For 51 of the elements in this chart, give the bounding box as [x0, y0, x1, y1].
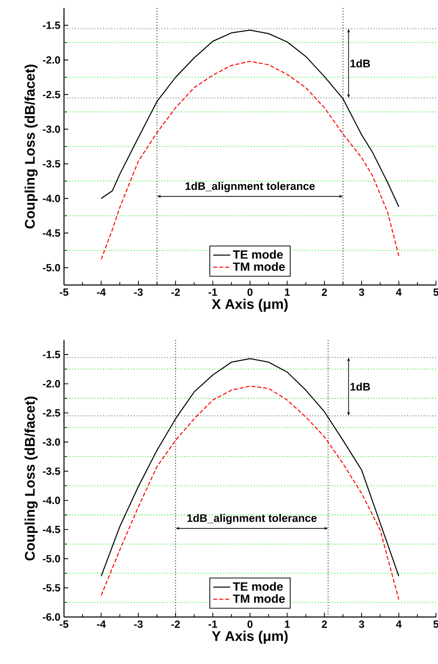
annotation: 1dB_alignment tolerance	[187, 514, 317, 524]
legend-label: TM mode	[232, 262, 285, 271]
y-axis-title: Coupling Loss (dB/facet)	[24, 64, 38, 228]
legend-label: TE mode	[232, 582, 283, 591]
y-tick-label: -2.5	[42, 409, 60, 417]
x-tick-label: 2	[322, 288, 327, 296]
y-axis-title: Coupling Loss (dB/facet)	[24, 396, 38, 560]
x-tick-label: 4	[396, 620, 402, 628]
x-tick-label: 0	[248, 620, 252, 628]
y-tick-label: -4.5	[42, 526, 60, 534]
annotation: 1dB	[350, 59, 370, 68]
y-tick-label: -1.5	[42, 350, 60, 358]
x-tick-label: 3	[358, 288, 364, 296]
y-tick-label: -3.5	[42, 160, 60, 168]
x-tick-label: 2	[322, 620, 327, 628]
x-tick-label: -3	[134, 620, 143, 628]
x-tick-label: -3	[134, 288, 143, 296]
legend-label: TM mode	[232, 594, 285, 603]
y-tick-label: -3.0	[42, 125, 60, 133]
y-tick-label: -4.0	[42, 496, 60, 504]
annotation: 1dB	[350, 382, 370, 391]
y-tick-label: -4.0	[42, 194, 60, 202]
x-tick-label: -2	[171, 288, 180, 296]
x-tick-label: -4	[96, 620, 106, 628]
annotation: 1dB_alignment tolerance	[186, 182, 315, 192]
x-tick-label: -1	[208, 620, 218, 628]
x-axis-title: X Axis (μm)	[212, 298, 288, 312]
x-tick-label: 1	[284, 288, 290, 296]
y-tick-label: -2.0	[42, 380, 60, 388]
x-tick-label: -4	[96, 288, 106, 296]
legend-label: TE mode	[232, 250, 283, 259]
line-series	[100, 60, 400, 260]
x-tick-label: -5	[60, 620, 68, 628]
y-tick-label: -3.0	[42, 438, 60, 446]
x-tick-label: 0	[248, 288, 252, 296]
y-tick-label: -6.0	[42, 613, 60, 621]
x-tick-label: -2	[171, 620, 180, 628]
x-tick-label: -1	[208, 288, 218, 296]
y-tick-label: -2.5	[42, 90, 60, 98]
x-tick-label: 1	[284, 620, 290, 628]
y-tick-label: -4.5	[42, 229, 60, 237]
x-tick-label: 3	[358, 620, 364, 628]
y-tick-label: -3.5	[42, 468, 60, 475]
y-tick-label: -2.0	[42, 56, 60, 64]
y-tick-label: -5.5	[42, 584, 60, 592]
y-tick-label: -5.0	[42, 554, 60, 562]
x-tick-label: 4	[396, 288, 402, 296]
x-axis-title: Y Axis (μm)	[212, 630, 288, 644]
y-tick-label: -1.5	[42, 22, 60, 29]
y-tick-label: -5.0	[42, 264, 60, 272]
x-tick-label: -5	[60, 288, 68, 296]
